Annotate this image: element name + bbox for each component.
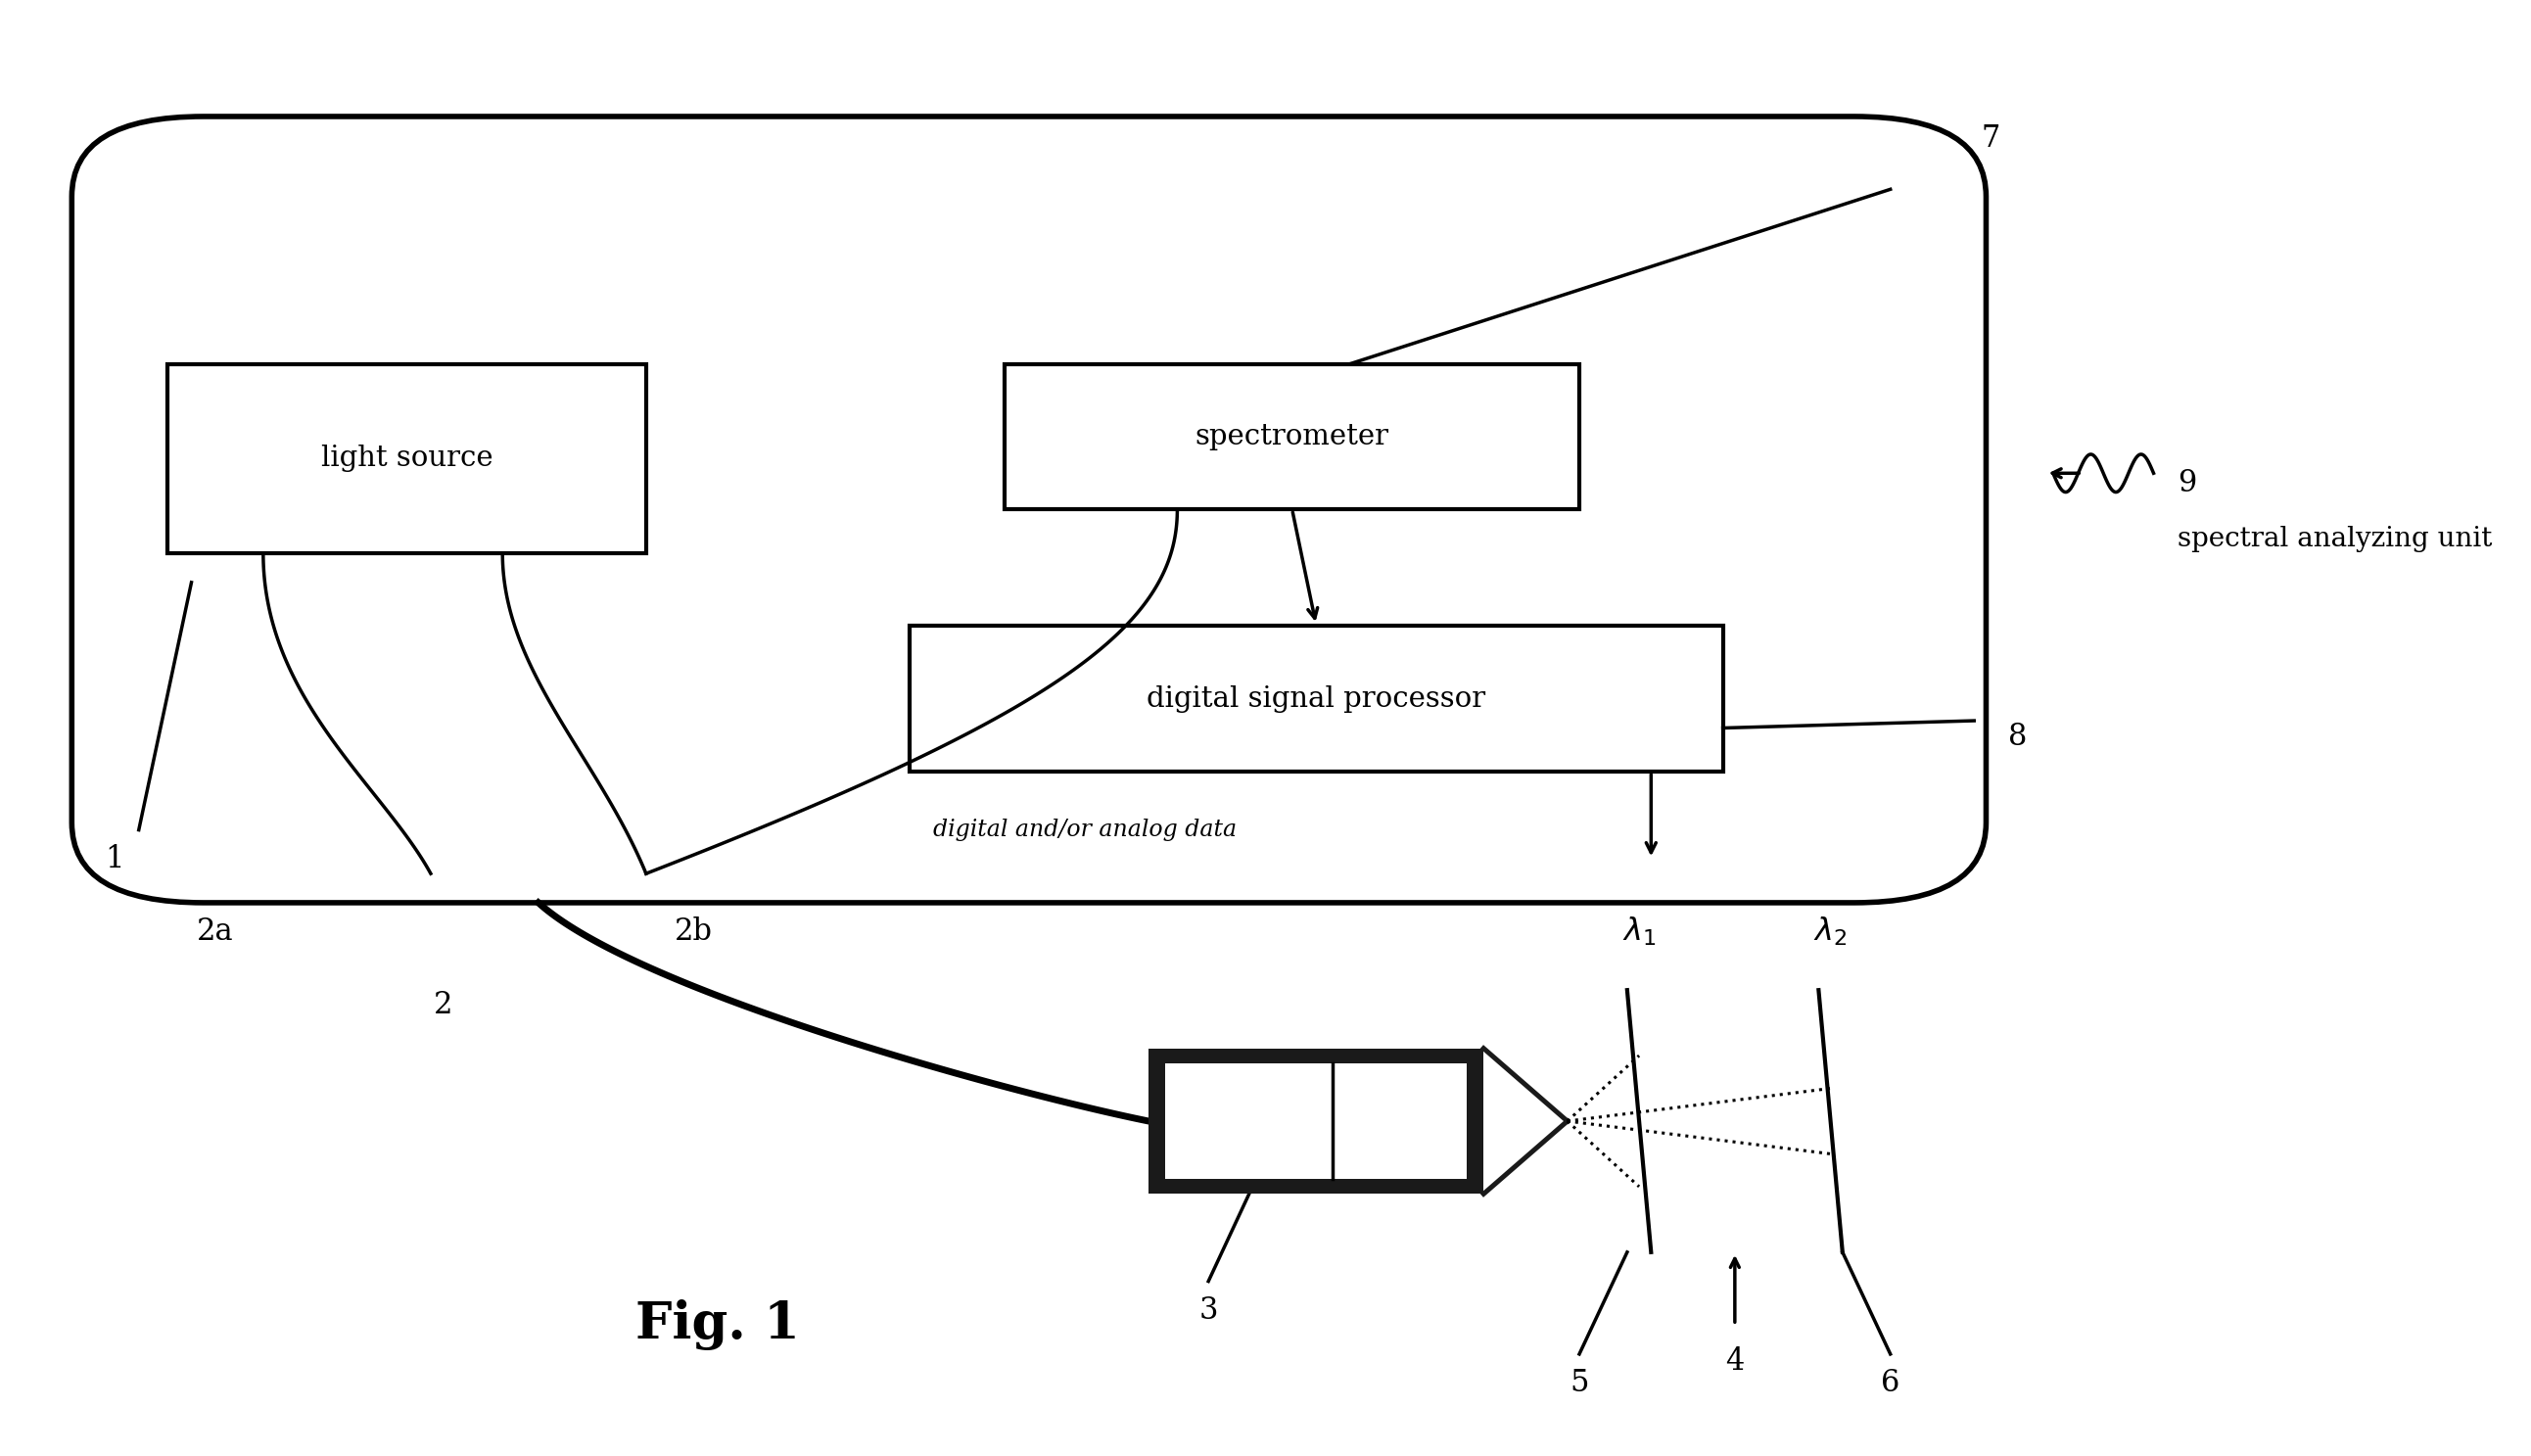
Text: light source: light source	[321, 446, 494, 472]
Text: 2a: 2a	[197, 917, 233, 946]
Text: $\lambda_2$: $\lambda_2$	[1815, 916, 1848, 948]
FancyBboxPatch shape	[1005, 364, 1579, 510]
FancyBboxPatch shape	[167, 364, 645, 553]
Text: 8: 8	[2007, 722, 2027, 751]
Text: spectral analyzing unit: spectral analyzing unit	[2177, 526, 2493, 552]
Text: 9: 9	[2177, 469, 2197, 498]
Text: 3: 3	[1200, 1296, 1217, 1325]
FancyBboxPatch shape	[909, 626, 1724, 772]
Text: 2b: 2b	[676, 917, 714, 946]
Text: 4: 4	[1726, 1347, 1744, 1376]
FancyBboxPatch shape	[1164, 1063, 1468, 1179]
Text: 6: 6	[1881, 1369, 1901, 1398]
Text: 5: 5	[1569, 1369, 1589, 1398]
Text: $\lambda_1$: $\lambda_1$	[1622, 916, 1655, 948]
FancyBboxPatch shape	[1149, 1048, 1483, 1194]
Text: 7: 7	[1982, 124, 1999, 153]
Text: 1: 1	[106, 844, 124, 874]
Text: digital signal processor: digital signal processor	[1147, 686, 1486, 712]
Text: spectrometer: spectrometer	[1195, 424, 1390, 450]
Text: Fig. 1: Fig. 1	[635, 1300, 800, 1350]
Text: digital and/or analog data: digital and/or analog data	[934, 818, 1238, 842]
Text: 2: 2	[433, 990, 453, 1019]
